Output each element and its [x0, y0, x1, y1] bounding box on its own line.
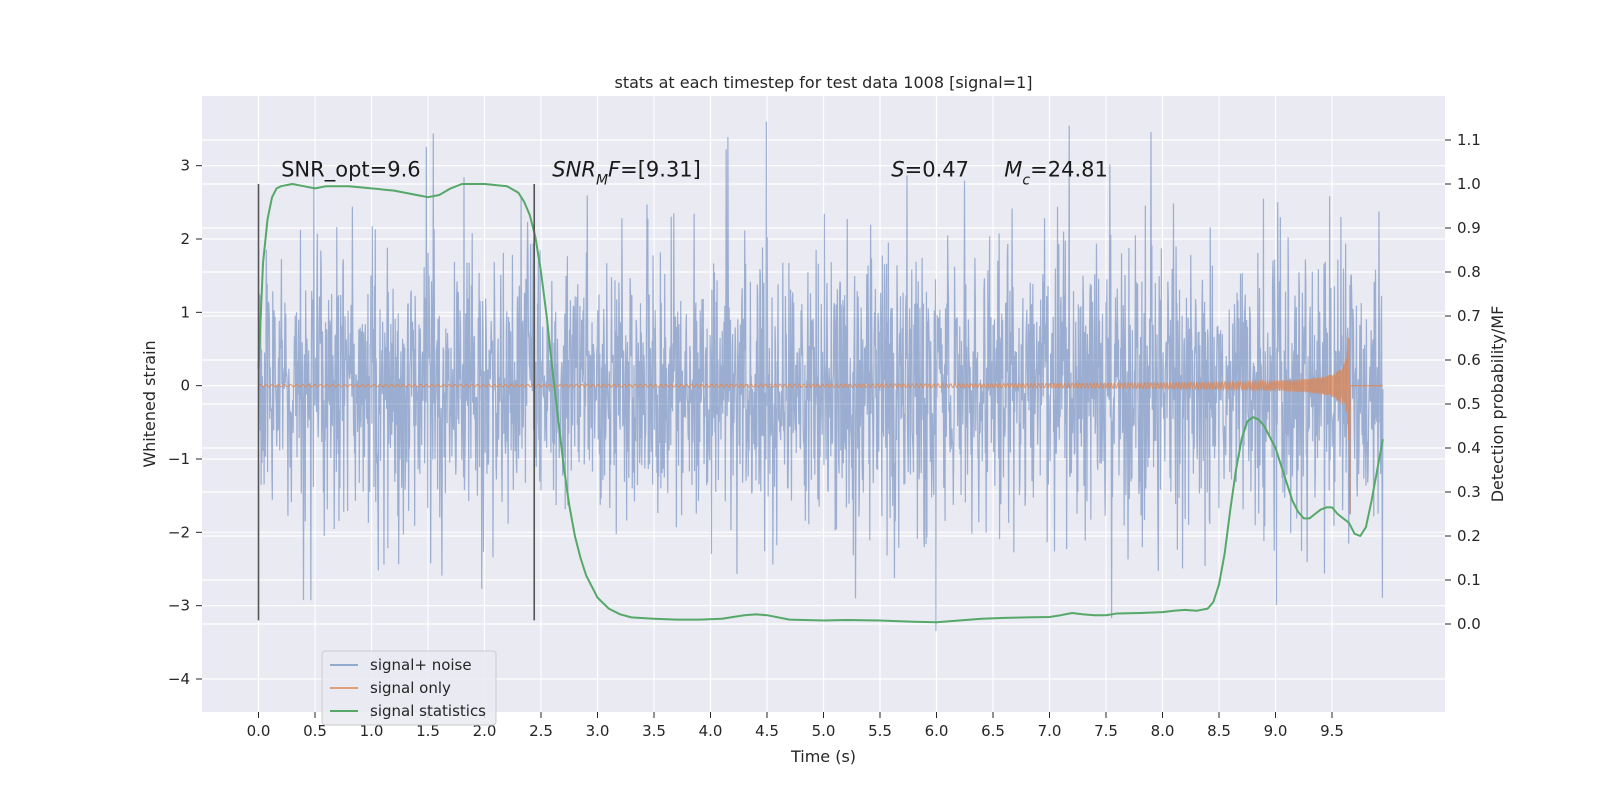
series-signal-statistics — [257, 183, 1384, 624]
y-tick-label: −4 — [168, 670, 190, 688]
y-tick-label: −1 — [168, 450, 190, 468]
y-tick-label: 2 — [180, 230, 190, 248]
annotation-1: SNRMF=[9.31] — [552, 158, 701, 189]
y2-tick-label: 0.9 — [1457, 219, 1481, 237]
x-tick-label: 5.5 — [868, 722, 892, 740]
annotation-2: S=0.47 — [891, 158, 969, 182]
x-tick-label: 9.0 — [1264, 722, 1288, 740]
legend-box — [321, 650, 497, 726]
x-tick-label: 1.0 — [360, 722, 384, 740]
x-axis-label: Time (s) — [790, 747, 856, 766]
x-tick-label: 8.5 — [1207, 722, 1231, 740]
y-tick-label: 0 — [180, 377, 190, 395]
x-tick-label: 5.0 — [812, 722, 836, 740]
y-tick-label: −3 — [168, 597, 190, 615]
x-tick-label: 4.5 — [755, 722, 779, 740]
chart-title: stats at each timestep for test data 100… — [614, 73, 1032, 92]
legend: signal+ noise signal only signal statistic… — [321, 650, 497, 726]
y-tick-label: 1 — [180, 303, 190, 321]
y2-tick-label: 0.0 — [1457, 615, 1481, 633]
x-tick-label: 2.0 — [473, 722, 497, 740]
y2-tick-label: 0.3 — [1457, 483, 1481, 501]
x-tick-label: 9.5 — [1320, 722, 1344, 740]
y2-tick-label: 1.1 — [1457, 131, 1481, 149]
legend-label: signal+ noise — [370, 656, 472, 674]
x-tick-label: 0.0 — [247, 722, 271, 740]
y2-tick-label: 0.5 — [1457, 395, 1481, 413]
y-tick-label: −2 — [168, 523, 190, 541]
annotation-0: SNR_opt=9.6 — [281, 158, 421, 183]
legend-label: signal only — [370, 679, 451, 697]
x-tick-label: 6.5 — [981, 722, 1005, 740]
x-tick-label: 3.0 — [586, 722, 610, 740]
y2-tick-label: 1.0 — [1457, 175, 1481, 193]
y2-tick-label: 0.7 — [1457, 307, 1481, 325]
x-tick-label: 0.5 — [303, 722, 327, 740]
x-tick-label: 1.5 — [416, 722, 440, 740]
x-tick-label: 8.0 — [1151, 722, 1175, 740]
y2-tick-label: 0.4 — [1457, 439, 1481, 457]
x-tick-label: 4.0 — [699, 722, 723, 740]
x-tick-label: 3.5 — [642, 722, 666, 740]
y-axis-label: Whitened strain — [140, 340, 159, 467]
x-tick-label: 7.0 — [1038, 722, 1062, 740]
x-tick-label: 2.5 — [529, 722, 553, 740]
x-tick-label: 6.0 — [925, 722, 949, 740]
y2-tick-label: 0.8 — [1457, 263, 1481, 281]
y2-tick-label: 0.1 — [1457, 571, 1481, 589]
y-tick-label: 3 — [180, 157, 190, 175]
legend-label: signal statistics — [370, 702, 486, 720]
y2-axis-label: Detection probability/MF — [1488, 306, 1507, 503]
y2-tick-label: 0.2 — [1457, 527, 1481, 545]
annotation-3: Mc=24.81 — [1004, 158, 1108, 189]
series-signal-only — [258, 337, 1383, 515]
series-signal-plus-noise — [257, 121, 1384, 632]
y2-tick-label: 0.6 — [1457, 351, 1481, 369]
x-tick-label: 7.5 — [1094, 722, 1118, 740]
